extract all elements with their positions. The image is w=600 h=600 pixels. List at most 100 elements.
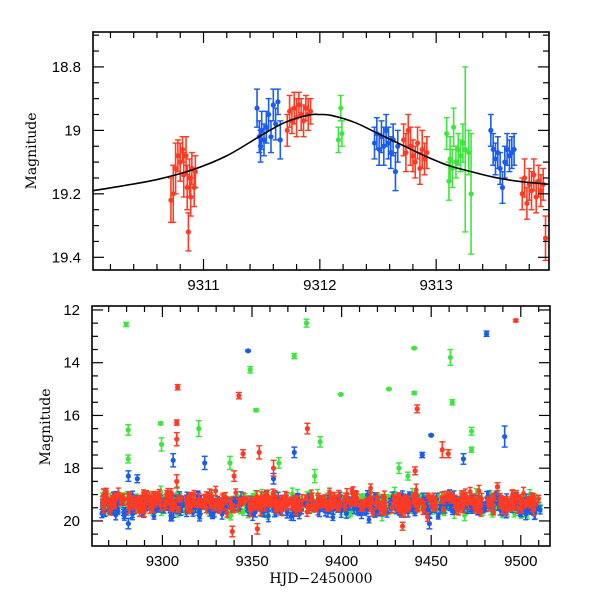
marker xyxy=(367,517,372,522)
data-point xyxy=(159,438,165,451)
marker xyxy=(318,439,323,444)
marker xyxy=(169,516,174,521)
data-point xyxy=(185,213,191,251)
marker xyxy=(292,354,297,359)
marker xyxy=(152,514,157,519)
top-y-axis-title: Magnitude xyxy=(24,112,40,189)
marker xyxy=(180,147,185,152)
marker xyxy=(498,166,503,171)
marker xyxy=(271,102,276,107)
marker xyxy=(330,515,335,520)
data-point xyxy=(170,454,176,467)
x-tick-label: 9312 xyxy=(303,277,336,294)
marker xyxy=(484,331,489,336)
data-point xyxy=(405,472,411,480)
marker xyxy=(344,512,349,517)
marker xyxy=(248,367,253,372)
marker xyxy=(254,408,259,413)
marker xyxy=(285,128,290,133)
data-point xyxy=(502,426,508,447)
marker xyxy=(338,106,343,111)
bottom-data-points xyxy=(99,318,542,537)
marker xyxy=(275,99,280,104)
data-point xyxy=(303,319,309,327)
data-point xyxy=(338,392,344,397)
marker xyxy=(124,322,129,327)
data-point xyxy=(339,121,345,146)
baseline-band-red xyxy=(100,484,541,521)
marker xyxy=(245,348,250,353)
marker xyxy=(266,112,271,117)
data-point xyxy=(291,353,297,358)
marker xyxy=(171,458,176,463)
marker xyxy=(488,128,493,133)
marker xyxy=(227,460,232,465)
marker xyxy=(469,429,474,434)
data-point xyxy=(419,452,425,457)
marker xyxy=(424,150,429,155)
marker xyxy=(135,476,140,481)
marker xyxy=(436,514,441,519)
data-point xyxy=(291,447,297,458)
data-point xyxy=(192,156,198,188)
y-tick-label: 19.2 xyxy=(52,186,81,203)
marker xyxy=(415,140,420,145)
marker xyxy=(429,433,434,438)
marker xyxy=(188,194,193,199)
marker xyxy=(202,460,207,465)
data-point xyxy=(444,118,450,150)
marker xyxy=(461,456,466,461)
x-tick-label: 9313 xyxy=(419,277,452,294)
data-point xyxy=(484,331,490,336)
marker xyxy=(308,109,313,114)
data-point xyxy=(335,127,341,152)
marker xyxy=(304,321,309,326)
marker xyxy=(403,150,408,155)
marker xyxy=(420,452,425,457)
model-curve xyxy=(93,114,549,190)
marker xyxy=(396,466,401,471)
marker xyxy=(158,421,163,426)
data-point xyxy=(543,216,549,260)
top-plot-frame xyxy=(93,32,549,270)
data-point xyxy=(123,322,129,327)
data-point xyxy=(317,437,323,448)
marker xyxy=(469,447,474,452)
data-point xyxy=(247,367,253,373)
marker xyxy=(122,513,127,518)
marker xyxy=(312,474,317,479)
data-point xyxy=(462,67,468,232)
data-point xyxy=(196,421,202,437)
marker xyxy=(159,442,164,447)
x-tick-label: 9311 xyxy=(187,277,219,294)
marker xyxy=(336,137,341,142)
marker xyxy=(276,460,281,465)
data-point xyxy=(469,447,475,452)
data-point xyxy=(411,390,417,395)
data-point xyxy=(125,455,131,463)
data-point xyxy=(202,456,208,469)
data-point xyxy=(125,471,131,482)
data-point xyxy=(253,408,259,413)
marker xyxy=(278,137,283,142)
data-point xyxy=(386,386,392,391)
marker xyxy=(271,476,276,481)
marker xyxy=(126,456,131,461)
data-point xyxy=(312,470,318,483)
y-tick-label: 19 xyxy=(64,122,81,139)
data-point xyxy=(469,427,475,435)
data-point xyxy=(227,456,233,469)
marker xyxy=(393,169,398,174)
marker xyxy=(448,355,453,360)
marker xyxy=(186,229,191,234)
marker xyxy=(413,160,418,165)
marker xyxy=(386,386,391,391)
marker xyxy=(500,185,505,190)
data-point xyxy=(451,108,457,146)
marker xyxy=(451,125,456,130)
marker xyxy=(254,106,259,111)
marker xyxy=(338,392,343,397)
